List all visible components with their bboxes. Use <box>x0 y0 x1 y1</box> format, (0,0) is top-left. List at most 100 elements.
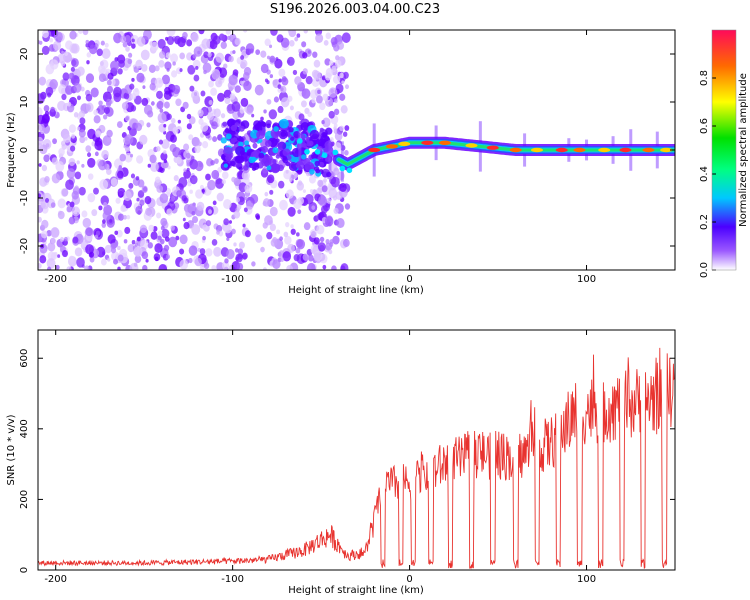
noise-blob <box>165 36 169 41</box>
noise-blob <box>101 149 109 160</box>
noise-blob <box>207 179 216 191</box>
y-tick-label: -10 <box>19 190 30 206</box>
noise-blob <box>341 80 345 84</box>
cluster-blob <box>305 136 310 141</box>
cluster-blob <box>309 129 320 140</box>
noise-blob <box>42 30 49 39</box>
noise-blob <box>276 229 281 235</box>
noise-blob <box>129 153 134 158</box>
noise-blob <box>214 158 219 164</box>
noise-blob <box>59 237 65 243</box>
cluster-blob <box>270 163 281 174</box>
noise-blob <box>237 248 244 255</box>
noise-blob <box>153 253 161 262</box>
noise-blob <box>38 216 42 223</box>
noise-blob <box>186 167 190 172</box>
noise-blob <box>220 113 226 119</box>
noise-blob <box>91 209 98 217</box>
cluster-blob <box>244 140 250 146</box>
noise-blob <box>223 223 232 234</box>
noise-blob <box>145 258 149 263</box>
noise-blob <box>154 65 160 72</box>
noise-blob <box>188 245 198 256</box>
noise-blob <box>148 224 155 232</box>
cluster-blob <box>322 132 328 138</box>
noise-blob <box>139 224 148 234</box>
noise-blob <box>57 254 61 258</box>
noise-blob <box>107 234 116 245</box>
transition-blob <box>346 167 353 174</box>
noise-blob <box>98 205 103 211</box>
noise-blob <box>318 195 328 207</box>
noise-blob <box>117 213 125 221</box>
noise-blob <box>339 182 347 193</box>
noise-blob <box>266 231 273 240</box>
noise-blob <box>223 63 228 69</box>
noise-blob <box>131 239 136 245</box>
cluster-blob <box>266 123 271 129</box>
colorbar-label: Normalized spectral amplitude <box>738 73 749 227</box>
noise-blob <box>63 133 71 144</box>
noise-blob <box>207 112 214 121</box>
noise-blob <box>269 74 274 79</box>
noise-blob <box>344 150 349 156</box>
transition-blob <box>297 138 303 144</box>
x-tick-label: 0 <box>406 574 412 585</box>
noise-blob <box>311 98 316 104</box>
noise-blob <box>133 262 138 267</box>
noise-blob <box>44 197 50 203</box>
noise-blob <box>240 97 249 107</box>
noise-blob <box>197 141 202 147</box>
noise-blob <box>94 140 103 151</box>
noise-blob <box>196 201 205 211</box>
noise-blob <box>61 188 69 197</box>
noise-blob <box>264 191 269 197</box>
noise-blob <box>85 43 89 48</box>
noise-blob <box>186 113 192 120</box>
cluster-blob <box>253 120 261 128</box>
snr-line <box>38 347 675 570</box>
cluster-blob <box>290 136 295 141</box>
noise-blob <box>150 41 159 52</box>
cluster-blob <box>318 161 325 168</box>
cluster-blob <box>264 140 272 147</box>
chart-title: S196.2026.003.04.00.C23 <box>269 2 441 17</box>
y-tick-label: 600 <box>19 349 30 368</box>
noise-blob <box>86 60 90 65</box>
noise-blob <box>111 251 120 261</box>
noise-blob <box>65 85 74 95</box>
noise-blob <box>126 214 131 220</box>
noise-blob <box>287 56 295 66</box>
noise-blob <box>199 184 204 190</box>
transition-blob <box>332 149 339 156</box>
noise-blob <box>240 59 248 68</box>
noise-blob <box>149 161 159 173</box>
noise-blob <box>223 89 232 100</box>
noise-blob <box>38 93 45 105</box>
x-tick-label: 0 <box>406 274 412 285</box>
noise-blob <box>150 101 155 106</box>
noise-blob <box>170 196 176 202</box>
noise-blob <box>57 198 66 209</box>
noise-blob <box>228 55 234 63</box>
noise-blob <box>179 68 183 72</box>
noise-blob <box>139 134 148 145</box>
noise-blob <box>157 112 167 124</box>
noise-blob <box>296 232 300 237</box>
noise-blob <box>95 130 102 138</box>
noise-blob <box>207 52 212 58</box>
noise-blob <box>212 136 218 143</box>
noise-blob <box>305 171 311 177</box>
noise-blob <box>172 147 181 158</box>
noise-blob <box>190 155 195 161</box>
noise-blob <box>149 154 157 164</box>
cluster-blob <box>279 118 289 129</box>
noise-blob <box>127 58 133 65</box>
noise-blob <box>154 243 163 254</box>
noise-blob <box>190 32 199 43</box>
noise-blob <box>134 87 139 93</box>
x-tick-label: -100 <box>221 574 244 585</box>
ridge-peak <box>486 145 499 150</box>
noise-blob <box>55 264 60 270</box>
noise-blob <box>106 129 113 138</box>
